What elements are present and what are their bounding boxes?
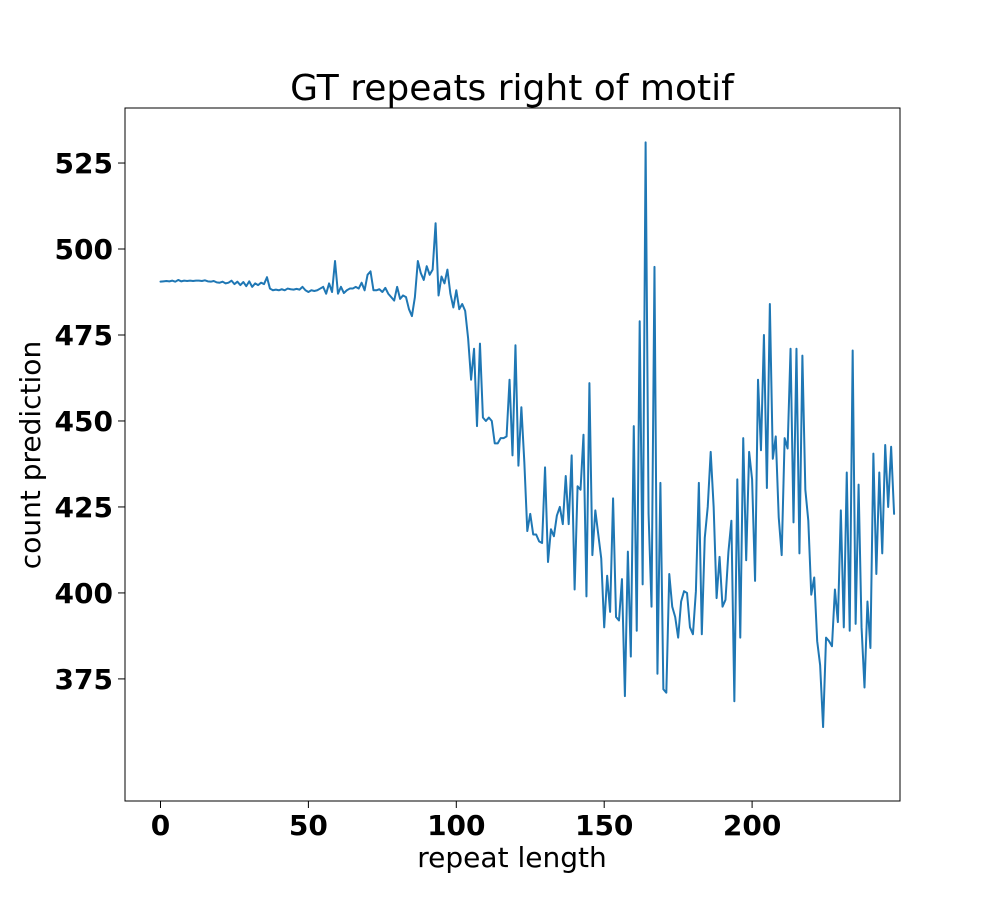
x-tick-label-200: 200 [723, 809, 781, 842]
chart-title: GT repeats right of motif [290, 68, 735, 109]
y-tick-label-450: 450 [55, 405, 113, 438]
plot-area: 0 50 100 150 200 375 400 425 450 475 500 525 [55, 107, 901, 842]
x-tick-label-150: 150 [575, 809, 633, 842]
x-tick-label-0: 0 [151, 809, 170, 842]
y-tick-label-400: 400 [55, 577, 113, 610]
y-tick-label-525: 525 [55, 147, 113, 180]
plot-frame [124, 107, 901, 802]
y-tick-label-475: 475 [55, 319, 113, 352]
y-tick-label-425: 425 [55, 491, 113, 524]
x-tick-label-50: 50 [289, 809, 328, 842]
y-axis-label: count prediction [14, 341, 47, 569]
x-tick-label-100: 100 [427, 809, 485, 842]
y-tick-label-375: 375 [55, 663, 113, 696]
x-axis-label: repeat length [417, 841, 606, 874]
y-tick-label-500: 500 [55, 233, 113, 266]
series-line-0 [159, 141, 896, 729]
